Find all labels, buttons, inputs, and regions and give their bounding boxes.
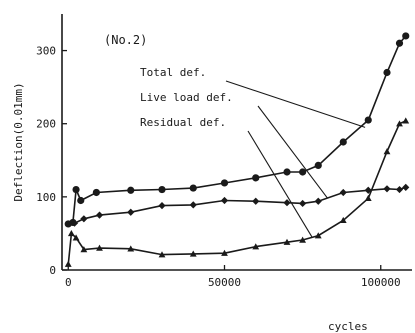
data-point-total-def: [314, 161, 322, 170]
x-tick-label: 0: [65, 276, 72, 289]
data-point-live-load-def: [402, 183, 410, 191]
data-point-total-def: [189, 184, 197, 192]
series-group: [64, 32, 410, 267]
data-point-residual-def: [402, 117, 410, 124]
data-point-total-def: [339, 138, 347, 146]
data-point-live-load-def: [383, 185, 391, 193]
data-point-total-def: [395, 39, 404, 47]
data-point-total-def: [383, 68, 391, 77]
data-point-live-load-def: [220, 196, 229, 205]
data-point-total-def: [299, 168, 307, 176]
data-point-live-load-def: [127, 208, 135, 216]
data-point-residual-def: [383, 148, 391, 155]
axes: [61, 14, 412, 271]
data-point-residual-def: [96, 244, 103, 251]
data-point-total-def: [158, 185, 166, 194]
data-point-total-def: [72, 185, 80, 194]
data-point-residual-def: [67, 230, 75, 237]
data-point-live-load-def: [64, 220, 72, 228]
legend-label-residual-def: Residual def.: [140, 116, 226, 129]
x-tick-label: 50000: [208, 276, 241, 289]
data-point-residual-def: [339, 216, 347, 223]
data-point-residual-def: [314, 232, 322, 239]
series-line-residual-def: [67, 120, 407, 265]
data-point-total-def: [92, 188, 100, 197]
leader-total-def: [225, 80, 366, 128]
data-point-total-def: [252, 174, 260, 182]
series-total-def: [64, 32, 410, 228]
data-point-total-def: [77, 196, 85, 205]
data-point-live-load-def: [314, 197, 322, 205]
legend-label-live-load-def: Live load def.: [140, 91, 233, 104]
series-live-load-def: [64, 183, 410, 228]
data-point-residual-def: [80, 246, 88, 253]
data-point-total-def: [220, 179, 229, 187]
x-tick-label: 100000: [361, 276, 401, 289]
data-point-live-load-def: [70, 219, 79, 227]
data-point-total-def: [283, 168, 291, 176]
data-point-live-load-def: [283, 199, 291, 207]
data-point-residual-def: [396, 120, 403, 127]
data-point-live-load-def: [252, 197, 260, 205]
data-point-residual-def: [221, 249, 228, 256]
legend-leader-lines: [225, 80, 366, 238]
data-point-live-load-def: [80, 215, 88, 223]
data-point-live-load-def: [158, 202, 166, 210]
leader-residual-def: [247, 130, 313, 238]
y-tick-label: 0: [49, 264, 56, 277]
data-point-residual-def: [299, 236, 307, 243]
data-point-residual-def: [189, 250, 197, 257]
data-point-total-def: [127, 186, 135, 194]
data-point-residual-def: [64, 260, 72, 267]
series-line-live-load-def: [68, 186, 407, 225]
data-point-total-def: [364, 116, 372, 124]
data-point-residual-def: [364, 194, 372, 202]
ticks: 0 100 200 300 0 50000 100000: [36, 45, 401, 289]
data-point-live-load-def: [299, 199, 307, 208]
data-point-live-load-def: [339, 188, 347, 197]
data-point-residual-def: [72, 234, 80, 241]
y-axis-label: Deflection(0.01mm): [12, 82, 25, 201]
data-point-residual-def: [283, 238, 291, 245]
series-line-total-def: [68, 35, 407, 225]
data-point-live-load-def: [95, 211, 104, 219]
data-point-total-def: [402, 32, 410, 40]
y-tick-label: 100: [36, 191, 56, 204]
y-tick-label: 300: [36, 45, 56, 58]
x-axis-label: cycles: [328, 320, 368, 333]
series-residual-def: [64, 117, 410, 267]
chart-annotation: (No.2): [104, 33, 147, 47]
leader-live-load-def: [257, 105, 329, 199]
data-point-residual-def: [252, 243, 260, 250]
legend-label-total-def: Total def.: [140, 66, 206, 79]
data-point-residual-def: [158, 251, 166, 258]
y-tick-label: 200: [36, 118, 56, 131]
data-point-residual-def: [127, 245, 135, 252]
data-point-live-load-def: [395, 185, 404, 194]
data-point-live-load-def: [189, 201, 197, 209]
